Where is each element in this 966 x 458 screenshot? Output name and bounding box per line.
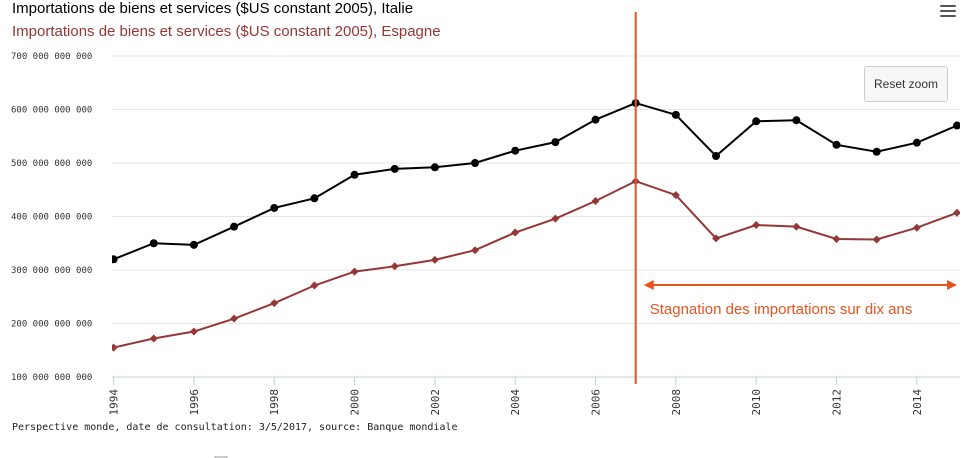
data-point-italie[interactable] — [270, 203, 279, 212]
x-tick-label: 1996 — [188, 389, 201, 416]
data-point-espagne[interactable] — [230, 314, 239, 323]
hamburger-menu-icon[interactable] — [940, 5, 956, 19]
data-point-italie[interactable] — [832, 140, 841, 149]
series-line-espagne[interactable] — [73, 180, 958, 353]
data-point-espagne[interactable] — [591, 196, 600, 205]
data-point-italie[interactable] — [149, 239, 158, 248]
line-chart[interactable]: 100 000 000 000 200 000 000 000 300 000 00… — [0, 0, 966, 420]
data-point-italie[interactable] — [350, 170, 359, 179]
y-tick-label: 500 000 000 000 — [11, 159, 92, 169]
data-point-espagne[interactable] — [551, 214, 560, 223]
x-tick-label: 2008 — [670, 389, 683, 416]
data-point-espagne[interactable] — [832, 234, 841, 243]
annotation-text: Stagnation des importations sur dix ans — [650, 301, 913, 318]
x-tick-label: 2012 — [831, 389, 844, 416]
data-point-espagne[interactable] — [310, 281, 319, 290]
credits-text[interactable]: Perspective monde, date de consultation:… — [12, 422, 458, 433]
data-point-italie[interactable] — [953, 121, 961, 130]
data-point-espagne[interactable] — [752, 221, 761, 230]
data-point-espagne[interactable] — [953, 208, 961, 217]
data-point-italie[interactable] — [872, 147, 881, 156]
chart-title: Importations de biens et services ($US c… — [12, 0, 414, 17]
data-point-espagne[interactable] — [69, 349, 77, 357]
data-point-espagne[interactable] — [671, 191, 680, 200]
data-point-italie[interactable] — [912, 138, 921, 147]
data-point-espagne[interactable] — [390, 262, 399, 271]
x-tick-label: 2004 — [509, 389, 522, 416]
data-point-italie[interactable] — [230, 222, 239, 231]
x-tick-label: 2010 — [750, 389, 763, 416]
reset-zoom-button[interactable]: Reset zoom — [864, 66, 948, 102]
y-tick-label: 100 000 000 000 — [11, 373, 92, 383]
data-point-italie[interactable] — [551, 138, 560, 147]
data-point-espagne[interactable] — [872, 235, 881, 244]
data-point-italie[interactable] — [430, 163, 439, 172]
x-tick-label: 2006 — [590, 389, 603, 416]
data-point-italie[interactable] — [110, 255, 118, 264]
x-tick-label: 1994 — [108, 389, 121, 416]
data-point-espagne[interactable] — [110, 343, 118, 352]
data-point-espagne[interactable] — [350, 267, 359, 276]
data-point-italie[interactable] — [591, 115, 600, 124]
data-point-espagne[interactable] — [189, 327, 198, 336]
data-point-italie[interactable] — [471, 159, 480, 167]
data-point-espagne[interactable] — [471, 246, 480, 255]
data-point-italie[interactable] — [671, 110, 680, 119]
legend-fragment — [12, 449, 242, 458]
data-point-italie[interactable] — [189, 240, 198, 249]
data-point-espagne[interactable] — [149, 334, 158, 343]
series-line-italie[interactable] — [73, 102, 958, 267]
data-point-espagne[interactable] — [511, 228, 520, 237]
data-point-italie[interactable] — [752, 117, 761, 126]
data-point-espagne[interactable] — [712, 234, 721, 243]
x-tick-label: 2002 — [429, 389, 442, 416]
data-point-espagne[interactable] — [792, 222, 801, 231]
y-tick-label: 200 000 000 000 — [11, 320, 92, 330]
x-tick-label: 1998 — [268, 389, 281, 416]
y-tick-label: 300 000 000 000 — [11, 266, 92, 276]
data-point-espagne[interactable] — [912, 223, 921, 232]
y-tick-label: 700 000 000 000 — [11, 52, 92, 62]
data-point-italie[interactable] — [792, 116, 801, 125]
x-tick-label: 2000 — [349, 389, 362, 416]
data-point-espagne[interactable] — [430, 255, 439, 264]
y-tick-label: 600 000 000 000 — [11, 106, 92, 116]
chart-subtitle: Importations de biens et services ($US c… — [12, 23, 441, 40]
data-point-espagne[interactable] — [270, 299, 279, 308]
arrow-left-head-icon — [643, 279, 654, 290]
data-point-italie[interactable] — [390, 164, 399, 173]
data-point-italie[interactable] — [712, 152, 721, 161]
y-tick-label: 400 000 000 000 — [11, 213, 92, 223]
arrow-right-head-icon — [947, 279, 957, 290]
data-point-italie[interactable] — [511, 146, 520, 155]
data-point-italie[interactable] — [310, 194, 319, 203]
x-tick-label: 2014 — [911, 389, 924, 416]
